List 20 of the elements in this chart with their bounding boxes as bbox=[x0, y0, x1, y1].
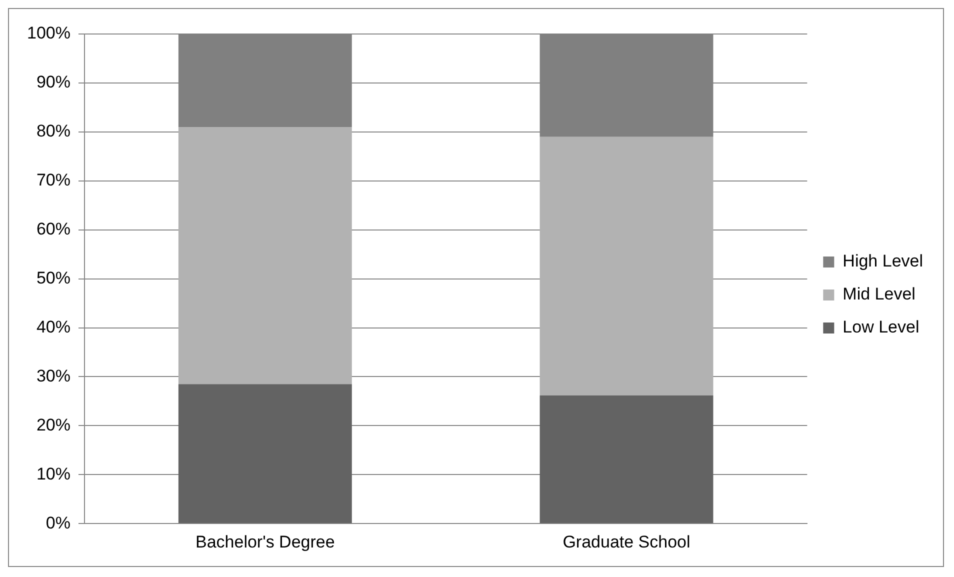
y-tick-label: 100% bbox=[26, 24, 70, 43]
y-tick-label: 10% bbox=[36, 464, 70, 484]
bar bbox=[178, 127, 352, 384]
x-tick-label: Bachelor's Degree bbox=[195, 532, 335, 552]
legend-label: Mid Level bbox=[842, 284, 916, 304]
legend-label: Low Level bbox=[842, 318, 920, 337]
y-tick-label: 40% bbox=[36, 317, 70, 336]
x-tick-label: Graduate School bbox=[562, 532, 690, 552]
y-tick-label: 0% bbox=[46, 513, 70, 532]
bar bbox=[540, 136, 714, 396]
bar bbox=[540, 395, 714, 524]
bar bbox=[178, 384, 352, 524]
y-tick-label: 90% bbox=[36, 72, 70, 92]
legend-label: High Level bbox=[842, 252, 923, 271]
y-tick-label: 20% bbox=[36, 415, 70, 434]
y-tick-label: 60% bbox=[36, 220, 70, 239]
y-tick-label: 50% bbox=[36, 268, 70, 288]
y-tick-label: 30% bbox=[36, 366, 70, 386]
y-tick-label: 80% bbox=[36, 122, 70, 141]
y-tick-label: 70% bbox=[36, 170, 70, 190]
